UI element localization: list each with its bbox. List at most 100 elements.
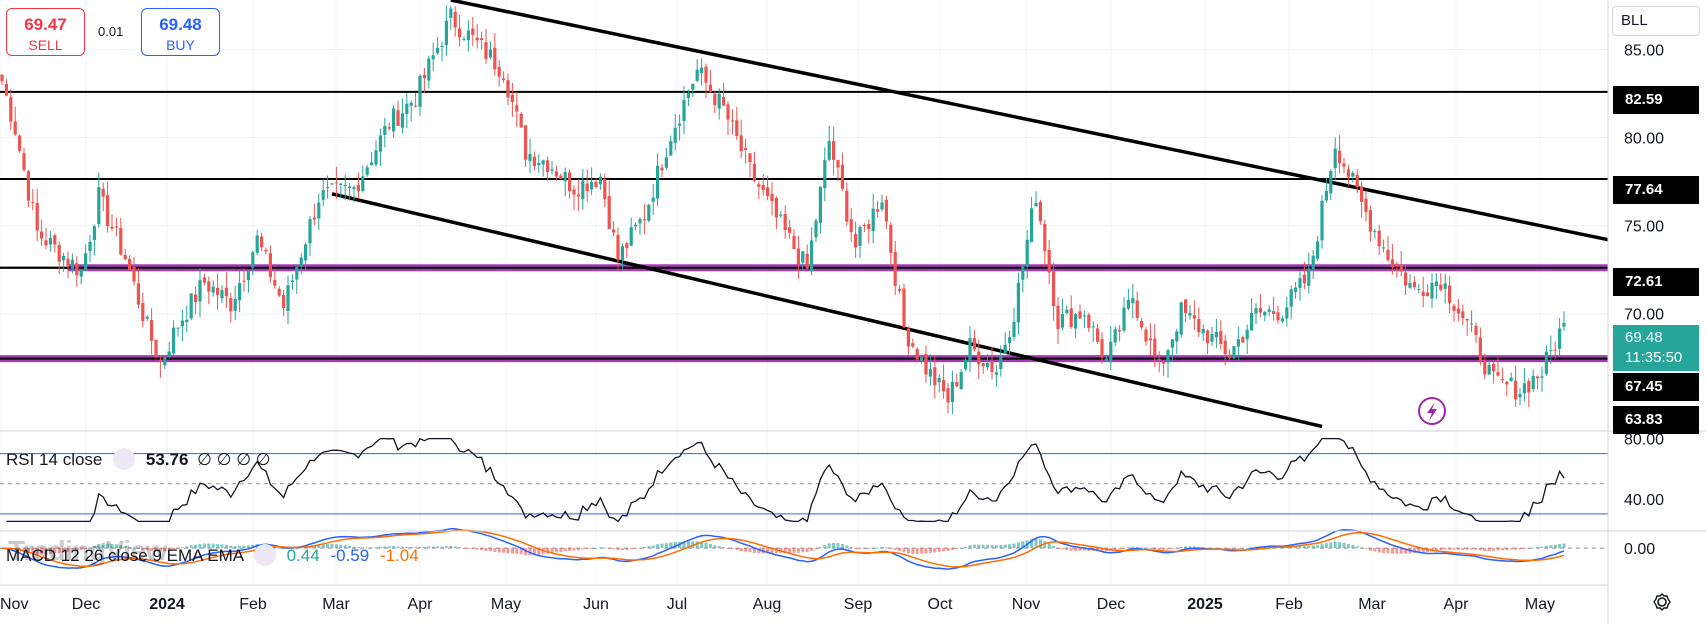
candle-body [1157,359,1161,361]
candle-body [1399,264,1403,272]
candle-body [942,379,946,392]
candle-body [700,67,704,74]
macd-histogram-bar [1140,547,1144,549]
macd-histogram-bar [1461,548,1465,550]
candle-body [625,243,629,249]
macd-histogram-bar [154,548,158,552]
macd-histogram-bar [682,541,686,549]
macd-histogram-bar [994,545,998,549]
macd-histogram-bar [1096,548,1100,551]
macd-histogram-bar [625,548,629,550]
x-tick-label: Nov [0,596,28,613]
macd-histogram-bar [708,543,712,549]
flash-icon[interactable] [1418,397,1446,425]
candle-body [1320,200,1324,241]
candle-body [682,99,686,122]
macd-histogram-bar [31,548,35,554]
candle-body [4,83,8,96]
macd-histogram-bar [519,548,523,555]
macd-histogram-bar [1021,541,1025,549]
macd-histogram-bar [717,546,721,549]
macd-histogram-bar [1065,548,1069,550]
candle-body [1245,329,1249,340]
candle-body [893,252,897,286]
macd-histogram-bar [1131,546,1135,549]
candle-body [31,202,35,204]
macd-histogram-bar [757,548,761,554]
rsi-toggle-icon[interactable] [113,448,136,470]
candle-body [990,361,994,372]
macd-histogram-bar [964,546,968,549]
macd-histogram-bar [867,548,871,549]
macd-histogram-bar [339,544,343,549]
macd-histogram-bar [40,548,44,555]
trendline [331,192,1323,429]
candle-body [1544,351,1548,374]
candle-body [1553,349,1557,351]
macd-histogram-bar [1487,548,1491,551]
candle-body [642,219,646,221]
symbol-label[interactable]: BLL [1612,6,1700,36]
macd-histogram-bar [537,548,541,555]
candle-body [871,208,875,232]
macd-histogram-bar [79,548,83,550]
macd-histogram-bar [620,548,624,551]
sell-button[interactable]: 69.47 SELL [6,8,85,56]
candle-body [972,338,976,350]
candle-body [1505,381,1509,385]
macd-histogram-bar [114,544,118,549]
macd-histogram-bar [1245,547,1249,549]
candle-body [1131,298,1135,304]
candle-body [216,287,220,295]
gear-icon[interactable] [1652,592,1672,612]
macd-histogram-bar [559,548,563,552]
x-tick-label: Jul [667,596,687,613]
macd-histogram-bar [959,547,963,549]
macd-toggle-icon[interactable] [253,544,276,566]
candle-body [260,236,264,248]
candle-body [414,105,418,107]
candle-body [233,298,237,312]
macd-histogram-bar [942,548,946,552]
candle-body [185,319,189,323]
candle-body [770,193,774,202]
rsi-legend[interactable]: RSI 14 close 53.76 ∅ ∅ ∅ ∅ [6,448,271,470]
macd-histogram-bar [436,546,440,549]
candle-body [1329,170,1333,194]
macd-histogram-bar [471,548,475,550]
candle-body [673,127,677,143]
macd-histogram-bar [216,544,220,549]
macd-histogram-bar [1126,547,1130,549]
macd-histogram-bar [612,548,616,550]
candle-body [211,286,215,293]
macd-histogram-bar [554,548,558,553]
macd-histogram-bar [1030,539,1034,549]
macd-histogram-bar [497,548,501,553]
price-tag-s1: 67.45 [1613,373,1699,401]
macd-histogram-bar [1333,541,1337,549]
candle-body [1008,337,1012,343]
macd-histogram-bar [110,543,114,549]
macd-histogram-bar [440,546,444,549]
macd-legend[interactable]: MACD 12 26 close 9 EMA EMA 0.44 -0.59 -1… [6,544,419,566]
candle-body [862,225,866,227]
macd-histogram-bar [1355,546,1359,549]
macd-histogram-bar [22,548,26,553]
candle-body [801,251,805,263]
macd-histogram-bar [1038,539,1042,549]
candle-body [1408,282,1412,288]
candle-body [612,229,616,233]
candle-body [1056,305,1060,330]
buy-button[interactable]: 69.48 BUY [141,8,220,56]
candle-body [1412,281,1416,288]
macd-histogram-bar [515,548,519,554]
candle-body [1294,287,1298,292]
macd-histogram-bar [35,548,39,555]
candle-body [273,279,277,286]
candle-body [1500,378,1504,380]
macd-histogram-bar [167,548,171,551]
candle-body [1065,309,1069,313]
macd-histogram-bar [642,546,646,549]
macd-histogram-bar [814,548,818,550]
